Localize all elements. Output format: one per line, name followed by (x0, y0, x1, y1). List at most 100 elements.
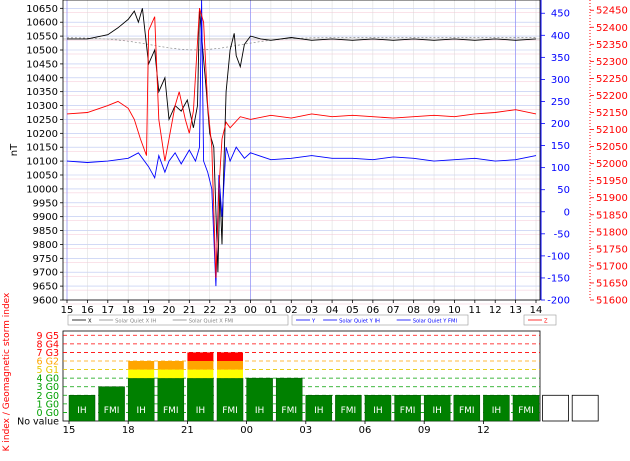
left-tick-label: 9750 (33, 254, 58, 265)
k-tick-label: 0 G0 (37, 408, 59, 419)
left-tick-label: 10200 (26, 129, 58, 140)
k-bar-source-label: IH (196, 406, 205, 416)
x-tick-label: 13 (509, 305, 522, 316)
red-tick-label: 52100 (596, 125, 628, 136)
k-bar-quiet (394, 395, 421, 422)
legend-label: Y (311, 319, 316, 325)
left-tick-label: 10100 (26, 157, 58, 168)
solar-quiet-x-curve (66, 37, 536, 51)
k-bar-quiet (68, 395, 96, 422)
k-bar-source-label: IH (77, 406, 86, 416)
left-tick-label: 10300 (26, 101, 58, 112)
top-ylabel: nT (9, 143, 20, 156)
legend-label: Solar Quiet X FMI (189, 319, 234, 325)
k-bar-quiet (512, 395, 540, 422)
x-tick-label: 09 (428, 305, 441, 316)
red-tick-label: 51800 (596, 227, 628, 238)
blue-tick-label: 100 (551, 163, 570, 174)
red-tick-label: 51950 (596, 176, 628, 187)
x-tick-label: 18 (122, 305, 135, 316)
x-tick-label: 07 (387, 305, 400, 316)
k-x-tick-label: 18 (122, 425, 135, 436)
blue-tick-label: -50 (554, 229, 570, 240)
k-x-tick-label: 15 (63, 425, 76, 436)
k-x-tick-label: 21 (181, 425, 194, 436)
blue-tick-label: 50 (557, 185, 570, 196)
k-bar-g2 (128, 361, 155, 370)
blue-tick-label: 300 (551, 75, 570, 86)
k-bar-source-label: IH (314, 406, 323, 416)
left-tick-label: 10050 (26, 171, 58, 182)
red-tick-label: 51700 (596, 261, 628, 272)
legend-box (291, 314, 469, 326)
x-tick-label: 10 (448, 305, 461, 316)
left-tick-label: 10350 (26, 87, 58, 98)
red-tick-label: 52250 (596, 74, 628, 85)
left-tick-label: 10500 (26, 46, 58, 57)
k-tick-label: 5 G1 (37, 365, 59, 376)
k-x-tick-label: 12 (477, 425, 490, 436)
k-bar-source-label: FMI (459, 406, 475, 416)
red-tick-label: 52050 (596, 142, 628, 153)
k-tick-label: 1 G0 (37, 399, 59, 410)
k-tick-label: No value (17, 417, 59, 428)
legend-label: Solar Quiet Y IH (339, 319, 380, 325)
x-tick-label: 15 (61, 305, 74, 316)
k-bar-quiet (246, 377, 273, 422)
left-tick-label: 10450 (26, 59, 58, 70)
k-tick-label: 6 G2 (37, 357, 59, 368)
k-tick-label: 9 G5 (37, 331, 59, 342)
k-bar-quiet (187, 377, 214, 422)
blue-tick-label: -150 (547, 273, 570, 284)
k-bar-quiet (453, 395, 481, 422)
x-tick-label: 14 (530, 305, 543, 316)
k-bar-g3 (217, 352, 243, 361)
x-tick-label: 20 (163, 305, 176, 316)
blue-tick-label: 250 (551, 97, 570, 108)
k-bar-g2 (187, 361, 214, 370)
x-tick-label: 22 (203, 305, 216, 316)
k-bar-quiet (98, 386, 125, 422)
k-bar-g1 (187, 369, 214, 379)
k-bar-quiet (305, 395, 333, 422)
series-z-line (66, 8, 537, 278)
k-tick-label: 4 G0 (37, 374, 59, 385)
legend-label: Solar Quiet X IH (115, 319, 156, 325)
k-bar-g2 (157, 361, 184, 370)
k-bar-source-label: FMI (104, 406, 120, 416)
red-tick-label: 52300 (596, 57, 628, 68)
k-bar-quiet (127, 377, 155, 422)
x-tick-label: 06 (367, 305, 380, 316)
red-tick-label: 51600 (596, 296, 628, 307)
blue-tick-label: 400 (551, 31, 570, 42)
blue-tick-label: 350 (551, 53, 570, 64)
k-bar-source-label: FMI (222, 406, 238, 416)
k-bar-source-label: FMI (163, 406, 179, 416)
series-y-line (66, 0, 537, 287)
left-tick-label: 10550 (26, 32, 58, 43)
top-plot-frame (62, 0, 541, 301)
k-bar-source-label: IH (492, 406, 501, 416)
k-bar-source-label: IH (255, 406, 264, 416)
red-tick-label: 52200 (596, 91, 628, 102)
series-x-line (67, 8, 537, 273)
legend-label: Solar Quiet Y FMI (413, 319, 458, 325)
blue-tick-label: 450 (551, 9, 570, 20)
x-tick-label: 04 (326, 305, 339, 316)
left-tick-label: 9600 (33, 296, 58, 307)
left-tick-label: 9900 (33, 212, 58, 223)
k-bar-g1 (128, 369, 155, 379)
x-tick-label: 23 (224, 305, 237, 316)
red-tick-label: 51900 (596, 193, 628, 204)
x-tick-label: 21 (183, 305, 196, 316)
k-x-tick-label: 03 (299, 425, 312, 436)
blue-tick-label: 200 (551, 119, 570, 130)
k-bar-source-label: FMI (341, 406, 357, 416)
k-x-tick-label: 09 (418, 425, 431, 436)
left-tick-label: 10000 (26, 184, 58, 195)
x-tick-label: 02 (285, 305, 298, 316)
x-tick-label: 00 (244, 305, 257, 316)
blue-tick-label: -200 (547, 296, 570, 307)
